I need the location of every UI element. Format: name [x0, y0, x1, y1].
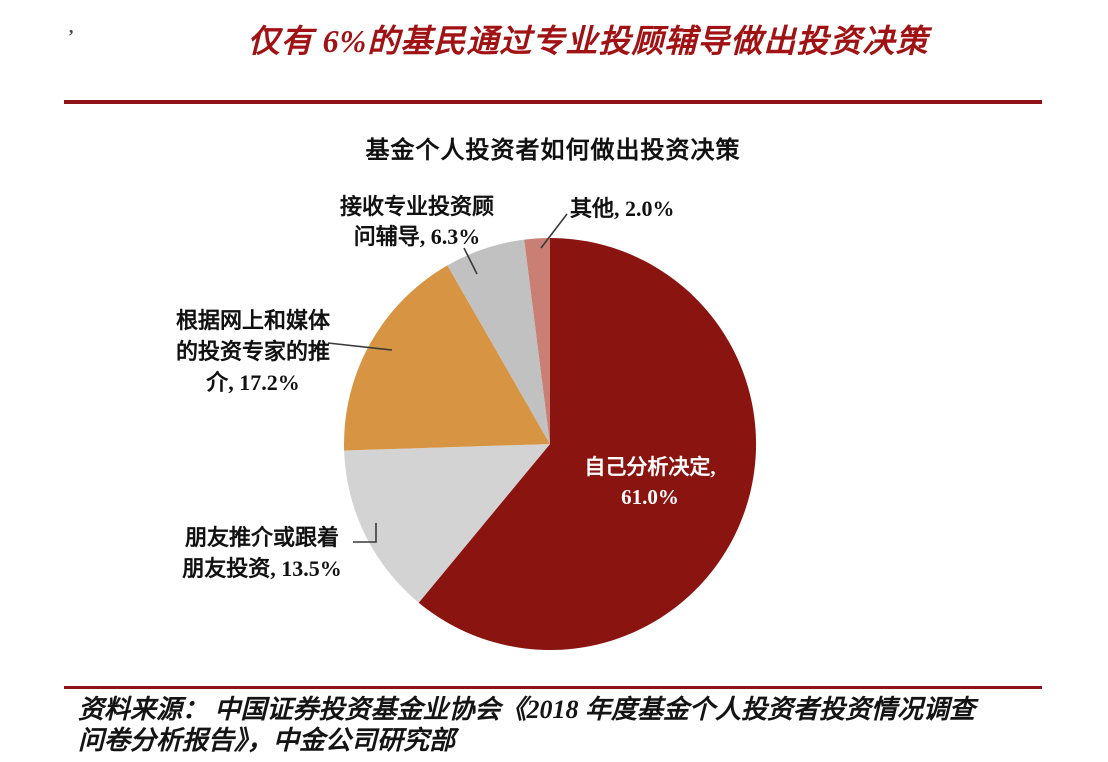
pie-label-media-line3: 介, 17.2%	[206, 370, 300, 395]
source-note-line2: 问卷分析报告》，中金公司研究部	[78, 726, 456, 755]
leader-line-advisor	[463, 247, 478, 275]
pie-slice-4	[447, 239, 550, 444]
pie-label-friends-line1: 朋友推介或跟着	[184, 525, 339, 550]
pie-label-other: 其他, 2.0%	[570, 194, 730, 224]
stray-mark: ’	[68, 26, 74, 46]
pie-label-media-line2: 的投资专家的推	[175, 339, 330, 364]
leader-line-other	[540, 213, 568, 249]
pie-label-media-line1: 根据网上和媒体	[175, 308, 330, 333]
pie-label-inside-line2: 61.0%	[621, 485, 679, 509]
chart-title: 基金个人投资者如何做出投资决策	[365, 138, 741, 164]
bottom-divider	[64, 686, 1042, 689]
pie-label-inside-line1: 自己分析决定,	[584, 455, 716, 479]
pie-label-advisor-line1: 接收专业投资顾	[339, 194, 494, 219]
pie-slice-3	[343, 265, 550, 451]
pie-label-advisor: 接收专业投资顾 问辅导, 6.3%	[312, 192, 522, 252]
top-divider	[64, 100, 1042, 104]
pie-label-friends-line2: 朋友投资, 13.5%	[182, 556, 342, 581]
source-note: 资料来源： 中国证券投资基金业协会《2018 年度基金个人投资者投资情况调查 问…	[78, 694, 1078, 756]
source-note-line1: 资料来源： 中国证券投资基金业协会《2018 年度基金个人投资者投资情况调查	[78, 695, 976, 724]
pie-label-friends: 朋友推介或跟着 朋友投资, 13.5%	[152, 522, 372, 584]
pie-slices	[343, 237, 757, 650]
pie-slice-5	[524, 237, 550, 444]
pie-slice-1	[418, 238, 757, 650]
pie-label-other-line1: 其他, 2.0%	[570, 196, 675, 221]
leader-line-media	[327, 342, 393, 351]
pie-label-inside: 自己分析决定, 61.0%	[540, 452, 760, 512]
pie-label-advisor-line2: 问辅导, 6.3%	[353, 224, 481, 249]
pie-label-media: 根据网上和媒体 的投资专家的推 介, 17.2%	[148, 305, 358, 398]
leader-line-friends	[353, 523, 377, 543]
page-title: 仅有 6%的基民通过专业投顾辅导做出投资决策	[247, 23, 929, 59]
pie-slice-2	[344, 444, 550, 603]
